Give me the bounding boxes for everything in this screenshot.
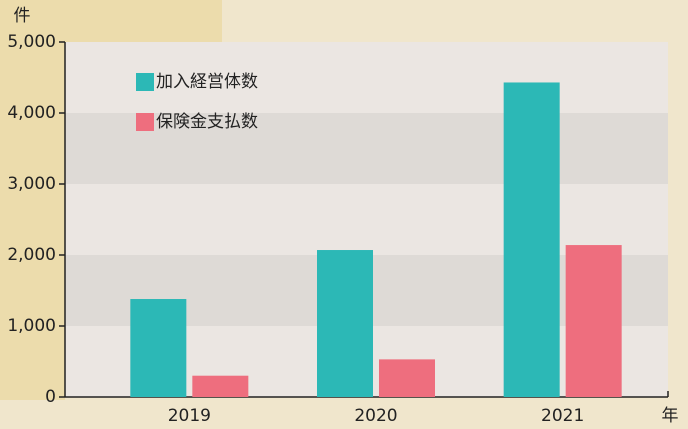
bar <box>192 375 249 397</box>
y-tick-label: 0 <box>45 387 56 407</box>
x-tick-label: 2021 <box>541 406 584 426</box>
legend-swatch <box>136 73 154 91</box>
y-unit: 件 <box>14 6 31 26</box>
y-tick-label: 4,000 <box>7 103 56 123</box>
legend-swatch <box>136 113 154 131</box>
x-tick-label: 2020 <box>354 406 397 426</box>
y-tick-label: 2,000 <box>7 245 56 265</box>
y-tick-label: 3,000 <box>7 174 56 194</box>
y-tick-label: 1,000 <box>7 316 56 336</box>
left-shade <box>0 0 65 400</box>
x-tick-label: 2019 <box>168 406 211 426</box>
legend-label: 保険金支払数 <box>156 112 258 132</box>
legend-label: 加入経営体数 <box>156 72 258 92</box>
bar <box>317 250 373 397</box>
bar <box>565 245 622 397</box>
bar <box>130 299 187 397</box>
bar <box>379 359 435 397</box>
bar <box>503 82 560 397</box>
x-unit: 年 <box>662 406 679 426</box>
y-tick-label: 5,000 <box>7 32 56 52</box>
grid-band <box>65 113 668 184</box>
